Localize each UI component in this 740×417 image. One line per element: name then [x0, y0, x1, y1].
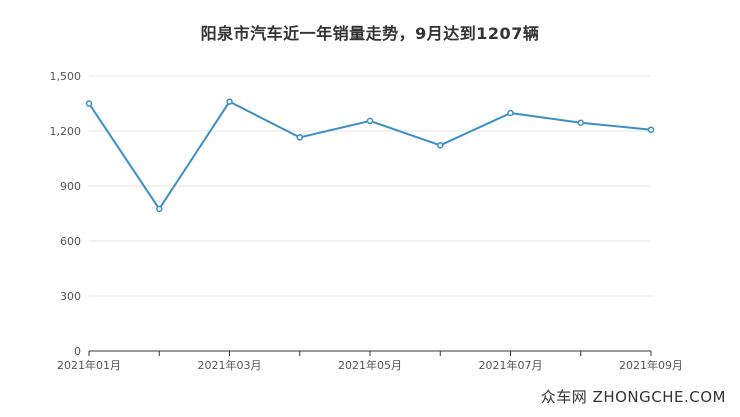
chart-title: 阳泉市汽车近一年销量走势，9月达到1207辆: [200, 24, 540, 43]
x-tick-label: 2021年07月: [479, 358, 543, 372]
x-tick-label: 2021年05月: [338, 358, 402, 372]
data-point: [577, 119, 584, 126]
data-point: [296, 134, 303, 141]
y-tick-label: 300: [60, 290, 81, 303]
y-tick-label: 900: [60, 180, 81, 193]
data-point: [437, 142, 444, 149]
data-point: [226, 98, 233, 105]
data-point: [366, 117, 374, 125]
y-tick-label: 1,500: [50, 70, 82, 83]
data-point: [85, 100, 93, 107]
data-point: [156, 205, 163, 213]
x-tick-label: 2021年01月: [57, 358, 121, 372]
y-tick-label: 0: [74, 345, 81, 358]
x-tick-label: 2021年03月: [198, 358, 262, 372]
data-point: [647, 126, 655, 133]
x-tick-label: 2021年09月: [619, 358, 683, 372]
y-tick-label: 600: [60, 235, 81, 248]
watermark: 众车网 ZHONGCHE.COM: [540, 388, 726, 406]
y-tick-label: 1,200: [50, 125, 82, 138]
data-point: [507, 109, 514, 117]
